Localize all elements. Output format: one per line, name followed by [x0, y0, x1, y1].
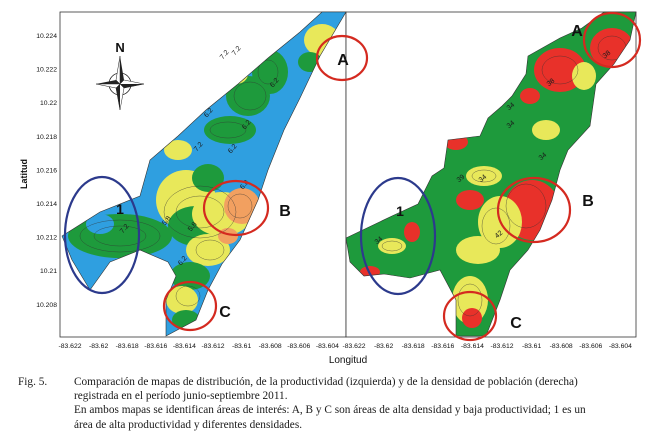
right-area-b-circle [496, 176, 572, 244]
contour-label: 6.2 [269, 77, 281, 89]
caption-line: área de alta productividad y diferentes … [74, 418, 303, 431]
contour-label: 34 [538, 152, 549, 162]
x-tick-label: -83.616 [431, 343, 454, 350]
contour-label: 6.8 [239, 179, 251, 191]
contour-label: 38 [546, 78, 557, 88]
left-area-a-label: A [337, 52, 349, 69]
contour-label: 5.8 [161, 215, 173, 227]
x-tick-label: -83.622 [58, 343, 81, 350]
y-axis-tick-labels: 10.224 10.222 10.22 10.218 10.216 10.214 10.21… [36, 33, 57, 309]
contour-label: 6.2 [203, 107, 215, 119]
right-area-b-label: B [582, 193, 594, 210]
left-area-c-circle [162, 280, 218, 332]
left-area-1-circle [63, 175, 141, 295]
right-area-a-circle [582, 11, 642, 69]
contour-label: 7.2 [231, 45, 243, 57]
x-tick-label: -83.604 [609, 343, 632, 350]
caption-line: En ambos mapas se identifican áreas de i… [74, 404, 586, 417]
x-tick-label: -83.612 [201, 343, 224, 350]
x-tick-label: -83.608 [550, 343, 573, 350]
x-tick-label: -83.612 [490, 343, 513, 350]
x-tick-label: -83.606 [287, 343, 310, 350]
contour-label: 38 [602, 50, 613, 60]
contour-label: 6.2 [241, 119, 253, 131]
x-tick-label: -83.608 [259, 343, 282, 350]
contour-label: 7.2 [219, 49, 231, 61]
y-tick-label: 10.214 [36, 201, 57, 208]
x-tick-label: -83.604 [316, 343, 339, 350]
density-contour-labels: 38 38 34 39 34 34 34 34 42 [374, 50, 613, 246]
x-tick-label: -83.61 [522, 343, 541, 350]
x-tick-label: -83.614 [173, 343, 196, 350]
productivity-contour-labels: 7.27.27.26.26.26.85.87.26.25.86.26.2 [119, 45, 281, 267]
contour-label: 5.8 [187, 221, 199, 233]
figure-caption: Fig. 5. Comparación de mapas de distribu… [18, 375, 648, 432]
map-figure: 7.27.27.26.26.26.85.87.26.25.86.26.2 383… [19, 11, 642, 366]
caption-text: Comparación de mapas de distribución, de… [74, 375, 648, 432]
x-tick-label: -83.62 [89, 343, 108, 350]
x-axis-title: Longitud [329, 355, 367, 366]
contour-label: 34 [374, 236, 385, 246]
contour-label: 6.2 [227, 143, 239, 155]
right-area-c-circle [442, 290, 498, 342]
compass-north-label: N [115, 40, 124, 55]
x-axis-tick-labels-left: -83.622 -83.62 -83.618 -83.616 -83.614 -83.61… [58, 343, 339, 350]
north-arrow-icon: N [95, 40, 145, 111]
contour-label: 42 [494, 230, 505, 240]
contour-label: 34 [478, 174, 489, 184]
y-tick-label: 10.224 [36, 33, 57, 40]
left-area-1-label: 1 [116, 201, 124, 217]
right-area-c-label: C [510, 315, 522, 332]
x-axis-tick-labels-right: -83.622 -83.62 -83.618 -83.616 -83.614 -83.61… [342, 343, 632, 350]
y-tick-label: 10.22 [40, 100, 57, 107]
right-area-1-label: 1 [396, 203, 404, 219]
y-tick-label: 10.208 [36, 302, 57, 309]
contour-label: 34 [506, 120, 517, 130]
left-area-b-circle [202, 179, 270, 237]
x-tick-label: -83.606 [579, 343, 602, 350]
caption-line: Comparación de mapas de distribución, de… [74, 376, 578, 388]
contour-label: 7.2 [193, 141, 205, 153]
caption-label: Fig. 5. [18, 376, 48, 388]
left-area-b-label: B [279, 203, 291, 220]
right-area-a-label: A [571, 23, 583, 40]
x-tick-label: -83.622 [342, 343, 365, 350]
x-tick-label: -83.616 [144, 343, 167, 350]
caption-line: registrada en el período junio-septiembr… [74, 390, 288, 403]
contour-label: 7.2 [119, 223, 131, 235]
contour-label: 39 [456, 174, 467, 184]
x-tick-label: -83.614 [461, 343, 484, 350]
contour-label: 6.2 [177, 255, 189, 267]
y-tick-label: 10.222 [36, 67, 57, 74]
contour-label: 34 [506, 102, 517, 112]
x-tick-label: -83.618 [402, 343, 425, 350]
y-tick-label: 10.212 [36, 235, 57, 242]
x-tick-label: -83.61 [232, 343, 251, 350]
x-tick-label: -83.618 [116, 343, 139, 350]
right-area-1-circle [359, 176, 437, 296]
y-tick-label: 10.21 [40, 268, 57, 275]
left-area-a-circle [315, 34, 369, 82]
y-tick-label: 10.216 [36, 167, 57, 174]
y-axis-title: Latitud [19, 159, 29, 189]
y-tick-label: 10.218 [36, 134, 57, 141]
x-tick-label: -83.62 [374, 343, 393, 350]
left-area-c-label: C [219, 304, 231, 321]
